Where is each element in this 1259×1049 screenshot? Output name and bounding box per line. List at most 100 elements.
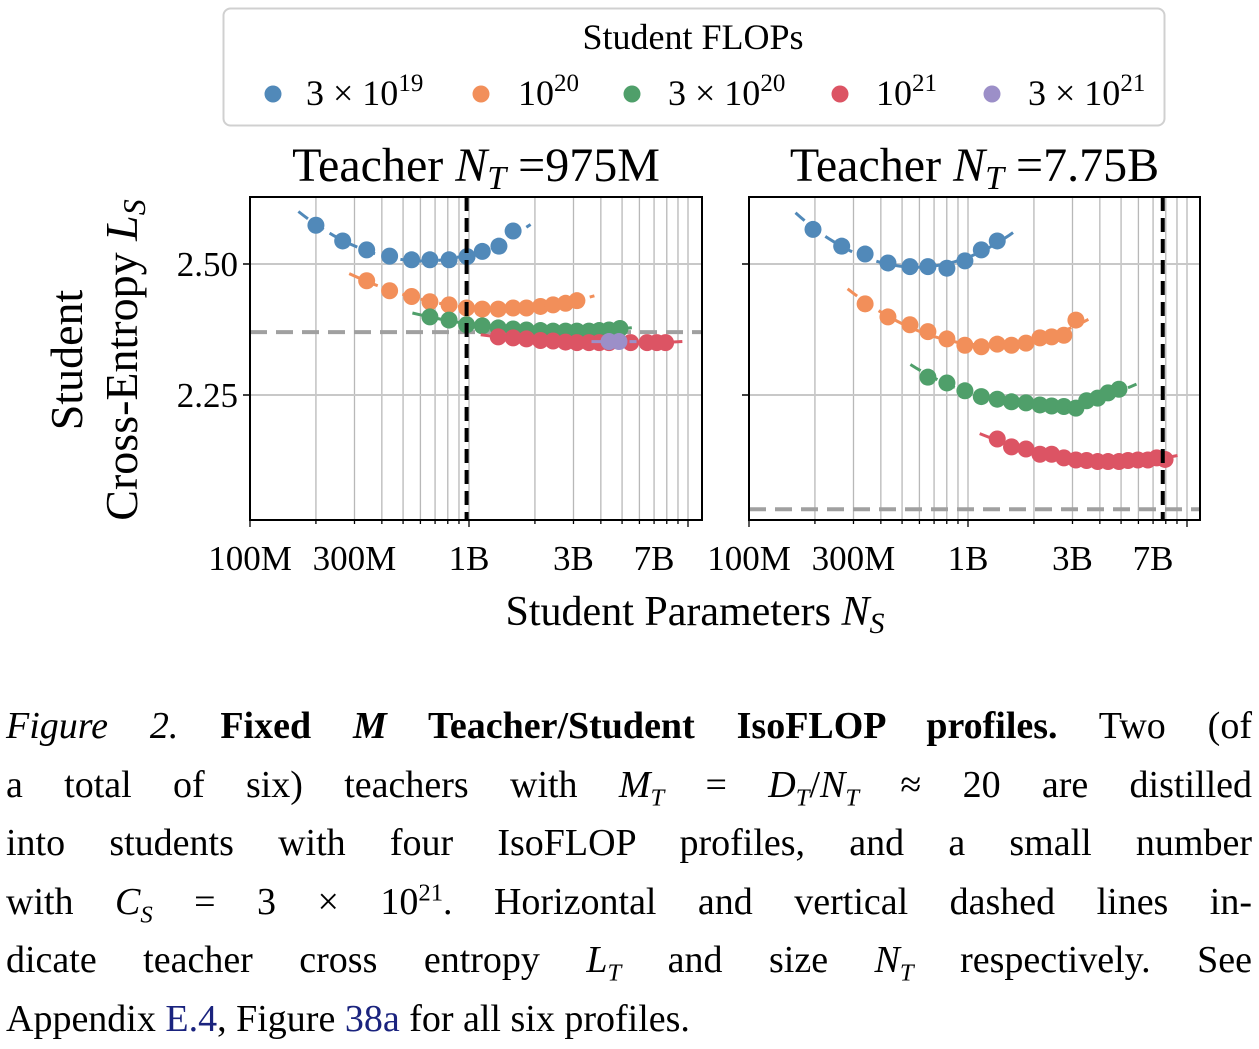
data-point [421, 251, 439, 269]
caption-line: Appendix E.4, Figure 38a for all six pro… [6, 990, 1252, 1049]
data-point [489, 300, 507, 318]
y-tick-label: 2.25 [177, 376, 238, 415]
caption-link[interactable]: E.4 [165, 997, 218, 1040]
x-tick-label: 1B [948, 539, 989, 578]
data-point [544, 296, 562, 314]
chart-panel-1: 100M 300M 1B 3B 7B 2.50 2.25 Teacher NT =975M [177, 139, 703, 578]
data-point [1003, 393, 1021, 411]
xlabel-sub: S [869, 607, 884, 640]
x-tick-label: 7B [1133, 539, 1174, 578]
title-text: =7.75B [1004, 139, 1159, 192]
caption-text: N [820, 763, 846, 806]
legend-marker [831, 85, 849, 103]
caption-text: dicate teacher cross entropy [6, 939, 587, 982]
data-point [504, 299, 522, 317]
x-tick-label: 1B [449, 539, 490, 578]
data-point [440, 296, 458, 314]
data-point [307, 216, 325, 234]
caption-text: C [115, 880, 141, 923]
x-tick-label: 7B [634, 539, 675, 578]
caption-text: ≈ 20 are distilled [859, 763, 1252, 806]
data-point [938, 330, 956, 348]
data-point [334, 232, 352, 250]
data-point [856, 245, 874, 263]
data-point [972, 338, 990, 356]
data-point [1017, 334, 1035, 352]
data-point [657, 334, 675, 352]
y-axis-label-line1: Student [41, 290, 92, 431]
legend-label-base: 3 × 10 [668, 73, 760, 113]
caption-text: for all six profiles. [399, 997, 690, 1040]
data-point [879, 254, 897, 272]
data-point [611, 319, 629, 337]
data-point [901, 316, 919, 334]
x-tick-label: 300M [812, 539, 896, 578]
axes-frame [748, 196, 1201, 521]
plot-area [250, 197, 702, 520]
y-tick-label: 2.50 [177, 245, 238, 284]
caption-line: with CS = 3 × 1021. Horizontal and verti… [6, 873, 1252, 932]
data-point [988, 335, 1006, 353]
data-point [568, 292, 586, 310]
data-point [544, 332, 562, 350]
title-var: N [952, 139, 988, 192]
data-point [988, 390, 1006, 408]
data-point [421, 293, 439, 311]
data-point [403, 287, 421, 305]
chart-panel-2: 100M 300M 1B 3B 7B Teacher NT =7.75B [707, 139, 1201, 578]
data-point [358, 272, 376, 290]
data-point [956, 336, 974, 354]
axes-frame [249, 196, 703, 521]
x-axis-label: Student Parameters NS [506, 589, 885, 640]
legend-label-base: 10 [876, 73, 912, 113]
data-point [856, 295, 874, 313]
data-point [938, 374, 956, 392]
legend-label: 1021 [876, 70, 937, 113]
data-point [440, 251, 458, 269]
xlabel-var: N [840, 589, 871, 635]
legend-label-exponent: 21 [912, 70, 937, 97]
caption-text: D [768, 763, 796, 806]
data-point [919, 323, 937, 341]
data-point [610, 333, 628, 351]
legend-label: 3 × 1019 [306, 70, 423, 113]
data-point [804, 220, 822, 238]
caption-text: N [874, 939, 900, 982]
data-point [1003, 438, 1021, 456]
data-point [473, 317, 491, 335]
legend-label-exponent: 19 [398, 70, 423, 97]
caption-text: Two (of [1057, 705, 1252, 747]
data-point [956, 382, 974, 400]
caption-text: S [140, 901, 153, 929]
caption-text: = 3 × 10 [152, 880, 419, 923]
figure-caption: Figure 2. Fixed M Teacher/Student IsoFLO… [6, 697, 1252, 1049]
data-point [1055, 326, 1073, 344]
caption-line: into students with four IsoFLOP profiles… [6, 814, 1252, 873]
data-point [358, 241, 376, 259]
data-point [1043, 397, 1061, 415]
caption-link[interactable]: 38a [344, 997, 400, 1040]
data-point [901, 258, 919, 276]
caption-text: T [899, 959, 914, 987]
caption-text: and size [621, 939, 875, 982]
x-tick-label: 3B [1052, 539, 1093, 578]
title-text: =975M [506, 139, 660, 192]
data-point [458, 248, 476, 266]
data-point [490, 237, 508, 255]
caption-text: Teacher/Student IsoFLOP profiles. [386, 705, 1058, 747]
caption-text: T [795, 784, 810, 812]
legend-title: Student FLOPs [582, 17, 803, 57]
x-tick-label: 100M [707, 539, 791, 578]
caption-text: T [650, 784, 665, 812]
data-point [381, 247, 399, 265]
data-point [440, 311, 458, 329]
title-text: Teacher [292, 139, 455, 192]
title-var: N [454, 139, 490, 192]
legend-label-exponent: 20 [760, 70, 785, 97]
caption-text: into students with four IsoFLOP profiles… [6, 822, 1252, 865]
data-point [1110, 380, 1128, 398]
x-tick-label: 300M [313, 539, 397, 578]
data-point [504, 222, 522, 240]
data-point [517, 299, 535, 317]
